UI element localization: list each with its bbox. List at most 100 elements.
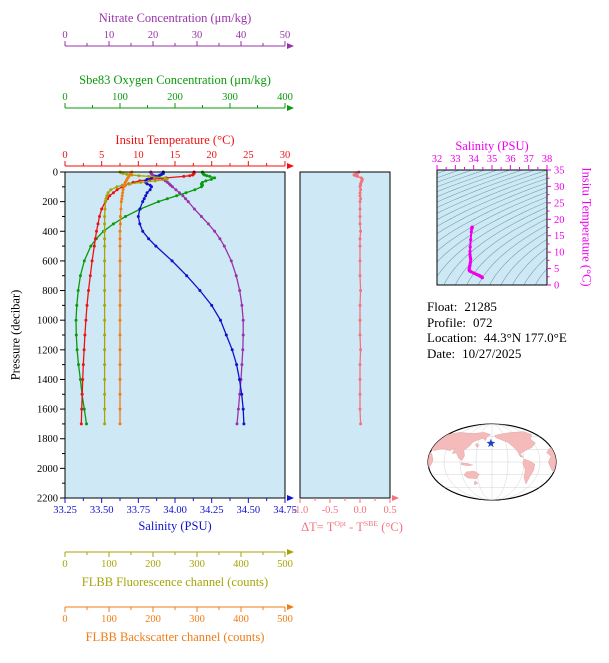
isopycnal-contours (437, 170, 547, 285)
svg-text:0.0: 0.0 (353, 505, 366, 516)
nitrate-axis-title: Nitrate Concentration (μm/kg) (98, 11, 252, 25)
temperature-axis-title: Insitu Temperature (°C) (115, 133, 235, 147)
svg-text:34.50: 34.50 (237, 505, 261, 516)
svg-text:34: 34 (468, 154, 479, 165)
svg-text:37: 37 (523, 154, 534, 165)
svg-text:0: 0 (62, 30, 67, 41)
ts-diagram: 32 33 34 35 36 37 38 0 5 10 15 20 25 30 35 (432, 154, 565, 292)
svg-text:20: 20 (206, 150, 217, 161)
delta-t-axis: -1.0 -0.5 0.0 0.5 (292, 495, 399, 516)
profile-label: Profile: (427, 314, 466, 330)
date-value: 10/27/2025 (462, 345, 522, 361)
float-location-star (486, 438, 496, 448)
backscatter-curve (118, 170, 134, 426)
svg-text:500: 500 (277, 614, 293, 625)
float-label: Float: (427, 299, 458, 314)
salinity-curve (136, 170, 246, 426)
float-info-row: Float: 21285 (427, 299, 567, 315)
svg-text:33.50: 33.50 (90, 505, 114, 516)
salinity-axis: 33.25 33.50 33.75 34.00 34.25 34.50 34.75 (53, 495, 297, 516)
svg-text:34.75: 34.75 (273, 505, 297, 516)
world-map (427, 423, 557, 501)
svg-text:1800: 1800 (37, 434, 58, 445)
svg-text:600: 600 (42, 256, 58, 267)
float-info-row: Profile: 072 (427, 315, 567, 331)
svg-text:40: 40 (236, 30, 247, 41)
svg-text:0: 0 (62, 614, 67, 625)
svg-text:15: 15 (170, 150, 181, 161)
float-info-row: Date: 10/27/2025 (427, 346, 567, 362)
svg-text:300: 300 (222, 92, 238, 103)
svg-text:400: 400 (277, 92, 293, 103)
svg-text:200: 200 (167, 92, 183, 103)
svg-text:20: 20 (554, 215, 565, 226)
svg-text:1400: 1400 (37, 375, 58, 386)
svg-text:300: 300 (189, 559, 205, 570)
backscatter-axis-title: FLBB Backscatter channel (counts) (85, 630, 265, 644)
svg-text:800: 800 (42, 286, 58, 297)
svg-text:36: 36 (505, 154, 516, 165)
delta-title-sup: SBE (363, 519, 379, 528)
delta-t-axis-title: ΔT= TOpt - TSBE (°C) (301, 519, 403, 535)
svg-text:10: 10 (554, 248, 565, 259)
svg-text:-0.5: -0.5 (322, 505, 339, 516)
svg-text:400: 400 (42, 227, 58, 238)
float-info-row: Location: 44.3°N 177.0°E (427, 330, 567, 346)
svg-text:35: 35 (554, 166, 565, 177)
svg-text:33.25: 33.25 (53, 505, 77, 516)
delta-title-part: ΔT= T (301, 520, 335, 535)
svg-text:30: 30 (280, 150, 291, 161)
svg-text:-1.0: -1.0 (292, 505, 309, 516)
svg-text:0.5: 0.5 (383, 505, 396, 516)
ts-salinity-axis: 32 33 34 35 36 37 38 (432, 154, 553, 170)
delta-t-curve (352, 170, 364, 426)
svg-text:50: 50 (280, 30, 291, 41)
svg-text:33: 33 (450, 154, 461, 165)
delta-title-sup: Opt (334, 519, 347, 528)
svg-text:1600: 1600 (37, 405, 58, 416)
temperature-axis: 0 5 10 15 20 25 30 (62, 150, 294, 169)
float-value: 21285 (464, 299, 497, 314)
float-info-block: Float: 21285 Profile: 072 Location: 44.3°N … (427, 299, 567, 361)
svg-text:200: 200 (42, 197, 58, 208)
ts-curve (467, 225, 484, 280)
svg-text:10: 10 (133, 150, 144, 161)
svg-text:0: 0 (62, 150, 67, 161)
pressure-axis: 0 200 400 600 800 1000 1200 1400 1600 1800 2000 220… (37, 168, 65, 505)
svg-text:38: 38 (542, 154, 553, 165)
location-value: 44.3°N 177.0°E (483, 330, 567, 346)
svg-text:30: 30 (192, 30, 203, 41)
svg-text:200: 200 (145, 614, 161, 625)
svg-text:500: 500 (277, 559, 293, 570)
pressure-axis-title: Pressure (decibar) (8, 289, 23, 381)
svg-text:25: 25 (554, 198, 565, 209)
svg-text:32: 32 (432, 154, 443, 165)
svg-text:15: 15 (554, 231, 565, 242)
ts-salinity-axis-title: Salinity (PSU) (455, 139, 529, 153)
backscatter-axis: 0 100 200 300 400 500 (62, 604, 294, 625)
oxygen-curve (74, 170, 217, 426)
temperature-difference-plot: -1.0 -0.5 0.0 0.5 (292, 170, 399, 516)
fluorescence-axis-title: FLBB Fluorescence channel (counts) (81, 575, 269, 589)
location-label: Location: (427, 330, 477, 346)
svg-text:400: 400 (233, 559, 249, 570)
svg-text:20: 20 (148, 30, 159, 41)
svg-text:2200: 2200 (37, 494, 58, 505)
profile-value: 072 (473, 314, 493, 330)
salinity-axis-title: Salinity (PSU) (138, 519, 212, 533)
svg-text:0: 0 (62, 92, 67, 103)
svg-text:2000: 2000 (37, 464, 58, 475)
oxygen-axis-title: Sbe83 Oxygen Concentration (μm/kg) (79, 73, 271, 87)
svg-text:0: 0 (554, 281, 559, 292)
svg-text:30: 30 (554, 182, 565, 193)
svg-text:100: 100 (101, 559, 117, 570)
svg-text:33.75: 33.75 (127, 505, 151, 516)
date-label: Date: (427, 345, 456, 361)
fluorescence-curve (103, 170, 169, 426)
oxygen-axis: 0 100 200 300 400 (62, 92, 294, 111)
svg-text:100: 100 (101, 614, 117, 625)
fluorescence-axis: 0 100 200 300 400 500 (62, 549, 294, 570)
svg-text:25: 25 (243, 150, 254, 161)
